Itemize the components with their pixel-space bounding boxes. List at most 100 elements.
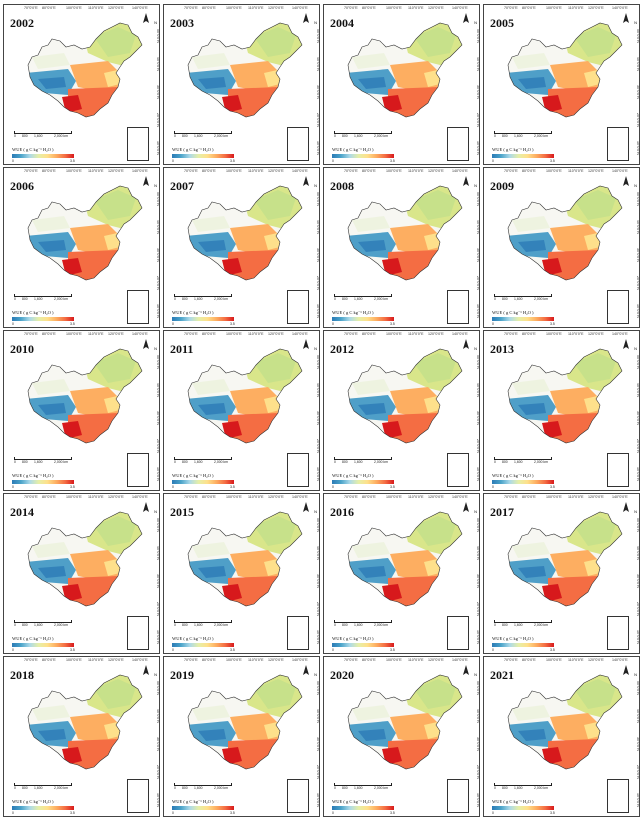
scale-label: 1,600 [34, 623, 43, 627]
longitude-tick-label: 100°0'0"E [546, 169, 562, 173]
north-letter: N [474, 346, 477, 351]
map-panel: 2013 70°0'0"E 80°0'0"E 100°0'0"E 110°0'0"E 12… [483, 330, 640, 491]
north-arrow-icon [463, 339, 469, 349]
scale-label: 800 [22, 460, 28, 464]
scale-bar: 0 800 1,600 2,000 km [174, 783, 234, 793]
south-sea-inset [127, 127, 149, 161]
legend-title: WUE ( g C kg⁻¹ H₂O ) [172, 473, 214, 478]
north-letter: N [634, 509, 637, 514]
latitude-tick-label: 30°0'0"N [476, 248, 480, 262]
longitude-tick-label: 100°0'0"E [386, 169, 402, 173]
latitude-tick-label: 20°0'0"N [156, 276, 160, 290]
longitude-tick-label: 80°0'0"E [202, 495, 216, 499]
longitude-tick-label: 140°0'0"E [452, 332, 468, 336]
latitude-tick-label: 10°0'0"N [316, 304, 320, 318]
north-arrow-icon [303, 339, 309, 349]
latitude-tick-label: 30°0'0"N [316, 737, 320, 751]
latitude-tick-label: 50°0'0"N [476, 29, 480, 43]
longitude-tick-label: 110°0'0"E [88, 169, 104, 173]
longitude-tick-label: 100°0'0"E [66, 169, 82, 173]
north-letter: N [314, 346, 317, 351]
legend-colorbar [492, 154, 554, 158]
latitude-tick-label: 10°0'0"N [156, 141, 160, 155]
latitude-tick-label: 40°0'0"N [316, 709, 320, 723]
scale-bar: 0 800 1,600 2,000 km [174, 620, 234, 630]
latitude-tick-label: 20°0'0"N [156, 765, 160, 779]
longitude-tick-label: 140°0'0"E [612, 332, 628, 336]
latitude-tick-label: 40°0'0"N [476, 709, 480, 723]
latitude-tick-label: 50°0'0"N [316, 192, 320, 206]
south-sea-inset [607, 127, 629, 161]
longitude-tick-label: 70°0'0"E [24, 332, 38, 336]
latitude-tick-label: 30°0'0"N [636, 85, 640, 99]
north-arrow-icon [623, 13, 629, 23]
scale-bar: 0 800 1,600 2,000 km [334, 131, 394, 141]
legend-colorbar [492, 643, 554, 647]
scale-label: 800 [342, 134, 348, 138]
panel-year-label: 2014 [10, 505, 34, 519]
map-panel: 2011 70°0'0"E 80°0'0"E 100°0'0"E 110°0'0"E 12… [163, 330, 320, 491]
scale-label: 0 [494, 460, 496, 464]
scale-bar: 0 800 1,600 2,000 km [494, 131, 554, 141]
south-sea-inset [447, 127, 469, 161]
latitude-tick-label: 50°0'0"N [636, 29, 640, 43]
longitude-tick-label: 80°0'0"E [42, 658, 56, 662]
longitude-tick-label: 100°0'0"E [66, 6, 82, 10]
latitude-tick-label: 10°0'0"N [476, 630, 480, 644]
latitude-tick-label: 20°0'0"N [476, 276, 480, 290]
south-sea-inset [607, 453, 629, 487]
longitude-tick-label: 100°0'0"E [226, 332, 242, 336]
scale-label: 2,000 km [54, 297, 68, 301]
longitude-tick-label: 70°0'0"E [344, 658, 358, 662]
scale-label: 0 [14, 297, 16, 301]
latitude-tick-label: 20°0'0"N [636, 602, 640, 616]
longitude-tick-label: 100°0'0"E [386, 332, 402, 336]
legend-colorbar [332, 154, 394, 158]
south-sea-inset [287, 616, 309, 650]
scale-label: 800 [342, 460, 348, 464]
legend-min-label: 0 [492, 648, 494, 652]
longitude-tick-label: 70°0'0"E [504, 332, 518, 336]
legend-min-label: 0 [12, 159, 14, 163]
scale-bar-line [174, 294, 232, 297]
south-sea-inset [607, 290, 629, 324]
longitude-tick-label: 70°0'0"E [344, 6, 358, 10]
latitude-tick-label: 40°0'0"N [316, 220, 320, 234]
legend-max-label: 3.5 [230, 322, 235, 326]
longitude-tick-label: 110°0'0"E [568, 6, 584, 10]
longitude-tick-label: 120°0'0"E [108, 658, 124, 662]
panel-year-label: 2010 [10, 342, 34, 356]
legend-min-label: 0 [172, 485, 174, 489]
longitude-axis: 70°0'0"E 80°0'0"E 100°0'0"E 110°0'0"E 120°0'… [24, 495, 148, 501]
latitude-tick-label: 10°0'0"N [316, 467, 320, 481]
latitude-tick-label: 10°0'0"N [476, 304, 480, 318]
legend-min-label: 0 [172, 159, 174, 163]
scale-label: 2,000 km [374, 623, 388, 627]
north-arrow-icon [303, 665, 309, 675]
longitude-axis: 70°0'0"E 80°0'0"E 100°0'0"E 110°0'0"E 120°0'… [184, 495, 308, 501]
panel-year-label: 2012 [330, 342, 354, 356]
longitude-axis: 70°0'0"E 80°0'0"E 100°0'0"E 110°0'0"E 120°0'… [504, 332, 628, 338]
longitude-tick-label: 120°0'0"E [588, 332, 604, 336]
south-sea-inset [447, 779, 469, 813]
scale-label: 1,600 [194, 786, 203, 790]
south-sea-inset [287, 779, 309, 813]
longitude-tick-label: 70°0'0"E [24, 6, 38, 10]
north-arrow-icon [463, 665, 469, 675]
legend-title: WUE ( g C kg⁻¹ H₂O ) [332, 799, 374, 804]
longitude-tick-label: 110°0'0"E [568, 658, 584, 662]
wue-map [187, 674, 303, 770]
latitude-tick-label: 50°0'0"N [636, 355, 640, 369]
longitude-tick-label: 80°0'0"E [42, 6, 56, 10]
latitude-tick-label: 50°0'0"N [476, 681, 480, 695]
scale-bar: 0 800 1,600 2,000 km [334, 294, 394, 304]
scale-label: 1,600 [34, 460, 43, 464]
scale-bar: 0 800 1,600 2,000 km [14, 783, 74, 793]
scale-label: 0 [174, 297, 176, 301]
longitude-tick-label: 120°0'0"E [268, 169, 284, 173]
longitude-axis: 70°0'0"E 80°0'0"E 100°0'0"E 110°0'0"E 120°0'… [24, 6, 148, 12]
latitude-tick-label: 40°0'0"N [476, 383, 480, 397]
panel-year-label: 2018 [10, 668, 34, 682]
north-letter: N [474, 20, 477, 25]
legend-min-label: 0 [492, 811, 494, 815]
